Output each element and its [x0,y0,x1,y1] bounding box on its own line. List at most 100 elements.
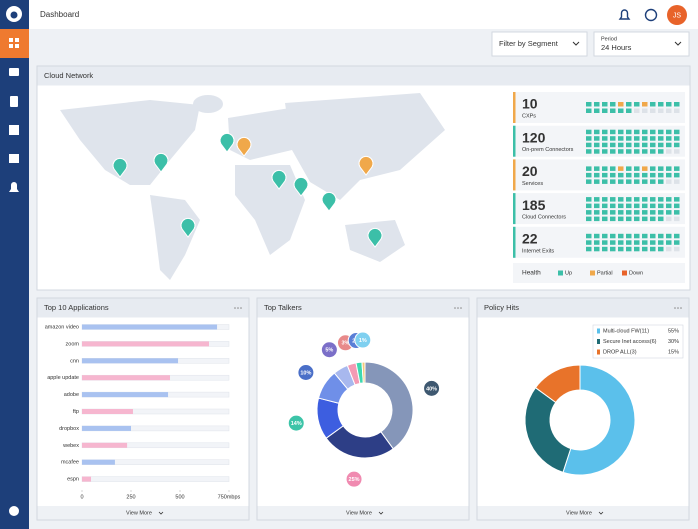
status-dot [586,204,592,209]
stat-status [513,92,516,123]
chart-panel [257,298,469,520]
menu-dot [460,307,462,309]
menu-dot [457,307,459,309]
status-dot [650,179,656,184]
stat-label: On-prem Connectors [522,147,574,153]
x-tick-label: 750mbps [218,494,241,500]
status-dot [594,234,600,239]
value-label: 10% [300,370,311,376]
y-tick-label: zoom [66,341,80,347]
legend-label: Down [629,270,643,276]
status-dot [610,102,616,107]
status-dot [602,173,608,178]
status-dot [666,234,672,239]
menu-dot [454,307,456,309]
status-dot [658,204,664,209]
status-dot [602,149,608,154]
view-more[interactable]: View More [126,510,152,516]
status-dot [602,204,608,209]
status-dot [586,173,592,178]
status-dot [634,240,640,245]
status-dot [642,217,648,222]
status-dot [658,234,664,239]
nav-settings[interactable] [9,154,19,163]
status-dot [642,130,648,135]
status-dot [626,217,632,222]
status-dot [610,240,616,245]
status-dot [666,102,672,107]
status-dot [586,247,592,252]
status-dot [666,240,672,245]
status-dot [634,143,640,148]
status-dot [626,179,632,184]
status-dot [666,173,672,178]
status-dot [610,149,616,154]
status-dot [602,210,608,215]
status-dot [674,197,680,202]
active-nav[interactable] [0,29,29,58]
legend-label: DROP ALL(3) [603,349,637,355]
view-more[interactable]: View More [346,510,372,516]
status-dot [594,149,600,154]
value-label: 1% [359,338,367,344]
view-more[interactable]: View More [566,510,592,516]
status-dot [650,130,656,135]
y-tick-label: dropbox [59,426,79,432]
status-dot [610,109,616,114]
legend-swatch [558,271,563,276]
status-dot [586,234,592,239]
status-dot [586,102,592,107]
status-dot [634,166,640,171]
nav-network[interactable] [9,68,19,76]
y-tick-label: espn [67,477,79,483]
status-dot [666,130,672,135]
bar [82,341,209,346]
bar [82,409,133,414]
status-dot [650,240,656,245]
status-dot [602,102,608,107]
stat-card [513,92,685,123]
nav-gear[interactable] [9,506,19,516]
legend-label: Secure Inet access(6) [603,339,657,345]
status-dot [594,102,600,107]
bar [82,358,178,363]
status-dot [658,102,664,107]
status-dot [618,247,624,252]
legend-swatch [622,271,627,276]
status-dot [642,149,648,154]
status-dot [610,166,616,171]
period-value: 24 Hours [601,43,632,52]
status-dot [602,166,608,171]
status-dot [666,179,672,184]
stat-label: CXPs [522,113,536,119]
status-dot [594,210,600,215]
status-dot [650,143,656,148]
status-dot [658,179,664,184]
x-tick-label: 500 [175,494,184,500]
status-dot [602,143,608,148]
menu-dot [240,307,242,309]
nav-reports[interactable] [10,96,18,107]
y-tick-label: cnn [70,358,79,364]
status-dot [594,130,600,135]
status-dot [666,149,672,154]
nav-dashboard-part [15,38,19,42]
status-dot [586,166,592,171]
stat-value: 20 [522,163,538,179]
bar-track [82,477,229,482]
nav-dashboard-part [15,44,19,48]
status-dot [666,197,672,202]
status-dot [658,197,664,202]
status-dot [674,210,680,215]
legend-swatch [597,339,600,344]
nav-apps[interactable] [9,125,19,135]
value-label: 25% [349,477,360,483]
status-dot [618,197,624,202]
status-dot [642,204,648,209]
status-dot [586,109,592,114]
status-dot [610,234,616,239]
status-dot [602,197,608,202]
panel-title: Cloud Network [44,71,93,80]
nav-dashboard[interactable] [9,38,13,42]
status-dot [674,204,680,209]
